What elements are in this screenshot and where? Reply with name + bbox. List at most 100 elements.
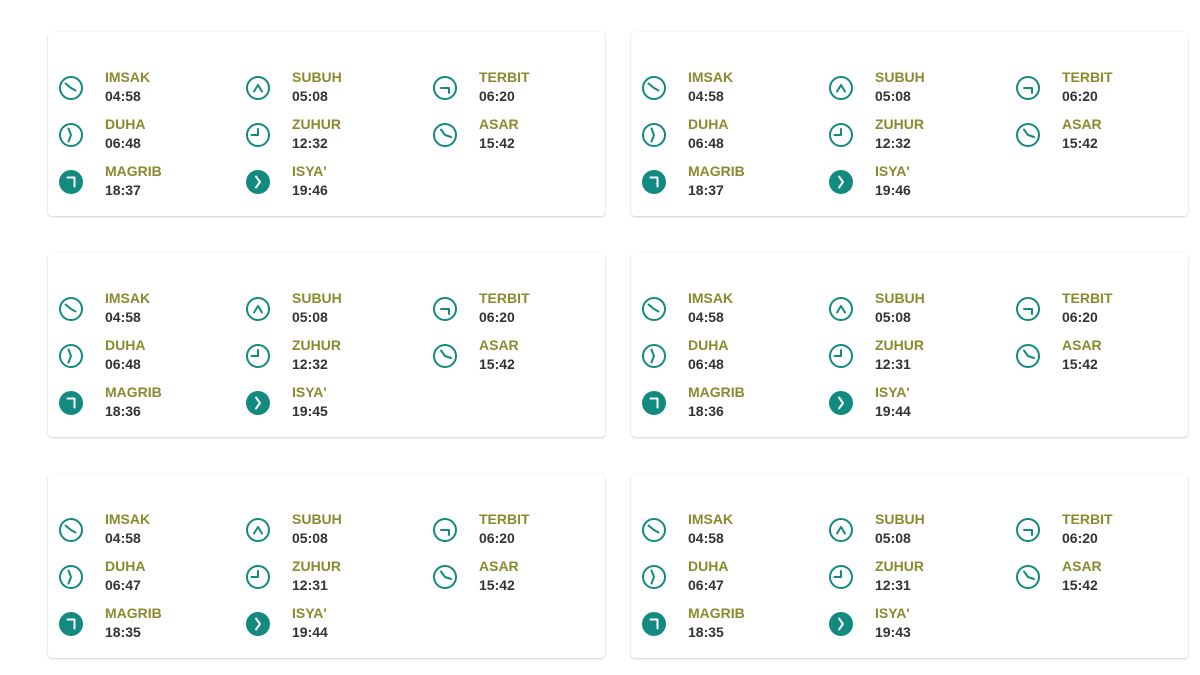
prayer-item-subuh: SUBUH 05:08 <box>818 69 998 109</box>
prayer-time: 19:46 <box>875 182 911 198</box>
prayer-item-imsak: IMSAK 04:58 <box>48 511 228 551</box>
clock-outline-icon <box>641 564 667 590</box>
prayer-time: 06:48 <box>688 135 724 151</box>
prayer-time: 06:20 <box>479 530 515 546</box>
day-card: IMSAK 04:58 SUBUH 05:08 TERBIT 06:20 DUHA 06… <box>631 253 1188 437</box>
prayer-name: MAGRIB <box>105 384 162 400</box>
prayer-name: DUHA <box>688 558 729 574</box>
prayer-name: IMSAK <box>105 69 151 85</box>
prayer-time: 06:20 <box>1062 530 1098 546</box>
prayer-name: ZUHUR <box>875 337 924 353</box>
prayer-time: 05:08 <box>292 530 328 546</box>
prayer-time: 18:36 <box>688 403 724 419</box>
prayer-item-asar: ASAR 15:42 <box>422 337 602 377</box>
prayer-item-duha: DUHA 06:47 <box>631 558 811 598</box>
clock-filled-icon <box>641 611 667 637</box>
prayer-item-imsak: IMSAK 04:58 <box>631 69 811 109</box>
prayer-item-magrib: MAGRIB 18:36 <box>631 384 811 424</box>
clock-outline-icon <box>641 517 667 543</box>
prayer-time: 06:20 <box>479 309 515 325</box>
clock-outline-icon <box>641 343 667 369</box>
prayer-name: ASAR <box>479 337 519 353</box>
prayer-name: TERBIT <box>479 290 530 306</box>
clock-filled-icon <box>245 169 271 195</box>
prayer-name: SUBUH <box>292 290 342 306</box>
day-card: IMSAK 04:58 SUBUH 05:08 TERBIT 06:20 DUHA 06… <box>48 253 605 437</box>
prayer-item-duha: DUHA 06:48 <box>631 337 811 377</box>
prayer-item-terbit: TERBIT 06:20 <box>1005 69 1185 109</box>
prayer-name: IMSAK <box>688 69 734 85</box>
prayer-time: 19:44 <box>875 403 911 419</box>
day-card: IMSAK 04:58 SUBUH 05:08 TERBIT 06:20 DUHA 06… <box>631 474 1188 658</box>
prayer-item-asar: ASAR 15:42 <box>422 116 602 156</box>
prayer-item-asar: ASAR 15:42 <box>1005 116 1185 156</box>
clock-filled-icon <box>245 390 271 416</box>
clock-outline-icon <box>828 343 854 369</box>
prayer-name: DUHA <box>688 116 729 132</box>
clock-outline-icon <box>641 122 667 148</box>
prayer-time: 15:42 <box>479 135 515 151</box>
prayer-item-zuhur: ZUHUR 12:32 <box>235 337 415 377</box>
clock-outline-icon <box>432 517 458 543</box>
clock-outline-icon <box>245 122 271 148</box>
prayer-name: ASAR <box>479 558 519 574</box>
clock-filled-icon <box>828 169 854 195</box>
prayer-time: 06:20 <box>1062 309 1098 325</box>
clock-outline-icon <box>828 296 854 322</box>
prayer-item-terbit: TERBIT 06:20 <box>1005 511 1185 551</box>
prayer-name: ZUHUR <box>292 337 341 353</box>
prayer-time: 06:48 <box>688 356 724 372</box>
prayer-item-zuhur: ZUHUR 12:31 <box>818 337 998 377</box>
prayer-time: 06:48 <box>105 356 141 372</box>
day-card: IMSAK 04:58 SUBUH 05:08 TERBIT 06:20 DUHA 06… <box>631 32 1188 216</box>
prayer-time: 05:08 <box>875 530 911 546</box>
clock-outline-icon <box>1015 296 1041 322</box>
prayer-time: 04:58 <box>688 88 724 104</box>
prayer-item-asar: ASAR 15:42 <box>1005 337 1185 377</box>
day-card: IMSAK 04:58 SUBUH 05:08 TERBIT 06:20 DUHA 06… <box>48 32 605 216</box>
prayer-name: IMSAK <box>688 290 734 306</box>
clock-outline-icon <box>432 564 458 590</box>
prayer-name: ISYA' <box>292 384 327 400</box>
prayer-time: 05:08 <box>875 88 911 104</box>
prayer-item-zuhur: ZUHUR 12:31 <box>235 558 415 598</box>
clock-outline-icon <box>828 564 854 590</box>
prayer-name: ZUHUR <box>875 116 924 132</box>
prayer-item-zuhur: ZUHUR 12:31 <box>818 558 998 598</box>
prayer-name: ISYA' <box>875 384 910 400</box>
prayer-item-subuh: SUBUH 05:08 <box>235 69 415 109</box>
prayer-item-zuhur: ZUHUR 12:32 <box>818 116 998 156</box>
prayer-item-subuh: SUBUH 05:08 <box>235 290 415 330</box>
clock-outline-icon <box>1015 122 1041 148</box>
prayer-name: SUBUH <box>292 69 342 85</box>
clock-outline-icon <box>1015 343 1041 369</box>
prayer-name: TERBIT <box>1062 290 1113 306</box>
prayer-name: MAGRIB <box>688 163 745 179</box>
clock-outline-icon <box>58 564 84 590</box>
prayer-name: IMSAK <box>105 290 151 306</box>
prayer-item-terbit: TERBIT 06:20 <box>1005 290 1185 330</box>
prayer-time: 12:32 <box>292 356 328 372</box>
clock-outline-icon <box>828 517 854 543</box>
prayer-name: SUBUH <box>875 69 925 85</box>
prayer-time: 19:45 <box>292 403 328 419</box>
prayer-name: DUHA <box>105 337 146 353</box>
prayer-item-subuh: SUBUH 05:08 <box>235 511 415 551</box>
prayer-time: 12:32 <box>875 135 911 151</box>
prayer-name: MAGRIB <box>688 384 745 400</box>
prayer-item-terbit: TERBIT 06:20 <box>422 290 602 330</box>
prayer-item-imsak: IMSAK 04:58 <box>48 69 228 109</box>
prayer-name: ISYA' <box>875 605 910 621</box>
prayer-time: 15:42 <box>1062 577 1098 593</box>
prayer-name: TERBIT <box>1062 511 1113 527</box>
prayer-name: ZUHUR <box>292 558 341 574</box>
prayer-name: ZUHUR <box>292 116 341 132</box>
clock-outline-icon <box>828 122 854 148</box>
prayer-time: 18:35 <box>105 624 141 640</box>
clock-outline-icon <box>245 564 271 590</box>
prayer-item-magrib: MAGRIB 18:35 <box>48 605 228 645</box>
prayer-time: 15:42 <box>479 577 515 593</box>
prayer-time: 18:37 <box>105 182 141 198</box>
prayer-item-imsak: IMSAK 04:58 <box>631 511 811 551</box>
clock-filled-icon <box>58 611 84 637</box>
